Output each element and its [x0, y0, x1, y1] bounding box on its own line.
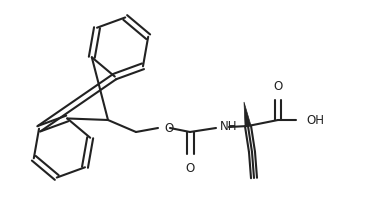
Text: O: O	[273, 80, 283, 93]
Text: O: O	[164, 121, 173, 134]
Text: O: O	[185, 162, 195, 175]
Text: NH: NH	[220, 119, 238, 133]
Text: OH: OH	[306, 114, 324, 127]
Polygon shape	[244, 102, 251, 127]
